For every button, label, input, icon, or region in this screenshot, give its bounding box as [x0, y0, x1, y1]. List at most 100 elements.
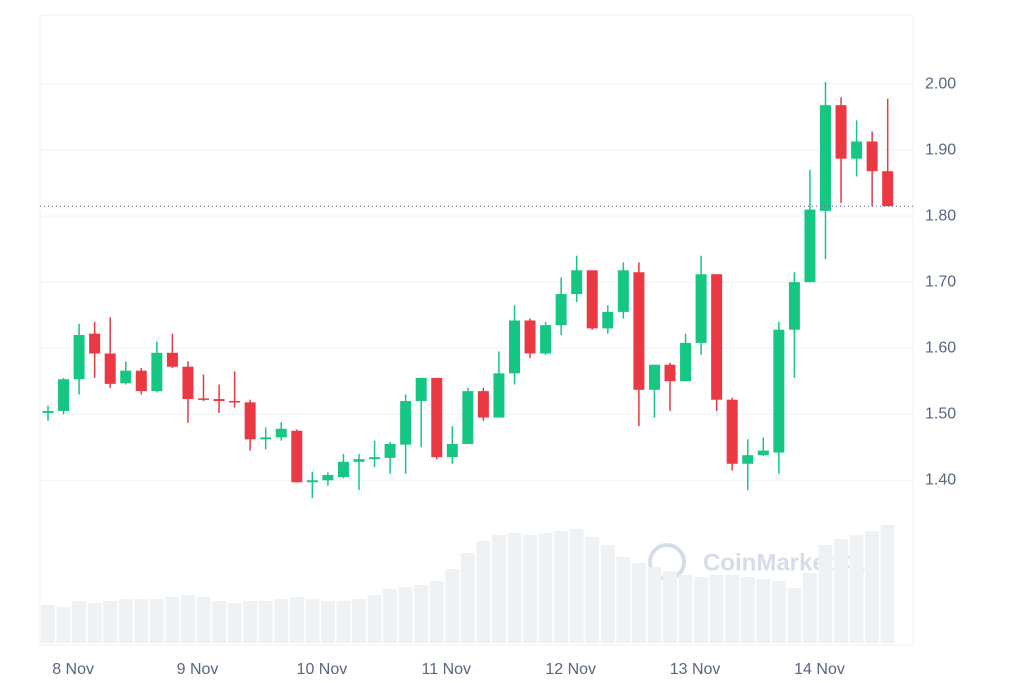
candle-body: [104, 353, 116, 384]
volume-bar: [336, 601, 351, 643]
candle-body: [477, 391, 489, 418]
candle-body: [431, 377, 443, 458]
candle-body: [633, 272, 645, 390]
x-tick-label: 13 Nov: [670, 661, 721, 678]
volume-bar: [476, 541, 491, 643]
volume-bar: [196, 597, 211, 643]
candle-body: [446, 443, 458, 458]
y-tick-label: 2.00: [925, 75, 956, 92]
candle-body: [664, 364, 676, 382]
volume-bar: [212, 601, 227, 643]
volume-bar: [678, 575, 693, 643]
volume-bar: [663, 571, 677, 643]
volume-bar: [258, 601, 273, 643]
volume-bar: [274, 599, 289, 643]
candle-body: [680, 342, 692, 382]
volume-bar: [834, 539, 849, 643]
candle-body: [353, 459, 365, 462]
volume-bar: [756, 579, 771, 643]
candle-body: [509, 320, 520, 374]
candle-body: [166, 352, 178, 367]
candle-body: [58, 379, 70, 411]
volume-bar: [367, 595, 382, 643]
candle-body: [384, 443, 396, 458]
candle-body: [788, 282, 800, 330]
candle-body: [275, 428, 287, 438]
candle-body: [757, 450, 769, 456]
volume-bar: [647, 567, 662, 643]
volume-bar: [103, 601, 118, 643]
volume-bar: [243, 601, 258, 643]
volume-bar: [398, 587, 413, 643]
volume-bar: [616, 557, 631, 643]
volume-bar: [445, 569, 460, 643]
volume-bar: [569, 529, 584, 643]
volume-bar: [585, 537, 600, 643]
candle-body: [462, 391, 474, 444]
candle-body: [135, 370, 147, 392]
volume-bar: [818, 545, 833, 643]
candle-body: [773, 329, 785, 453]
volume-bar: [600, 545, 615, 643]
y-tick-label: 1.70: [925, 273, 956, 290]
candle-body: [617, 270, 629, 312]
candle-body: [306, 480, 318, 483]
y-tick-label: 1.80: [925, 207, 956, 224]
volume-bar: [118, 599, 133, 643]
volume-bar: [740, 577, 755, 643]
candle-body: [400, 401, 412, 445]
volume-bar: [165, 597, 180, 643]
volume-bar: [694, 577, 709, 643]
volume-bar: [507, 533, 522, 643]
candle-body: [120, 370, 132, 384]
candle-body: [648, 364, 660, 390]
candle-body: [369, 457, 381, 460]
candle-body: [540, 325, 552, 354]
volume-bar: [227, 603, 242, 643]
candle-body: [42, 410, 54, 413]
volume-bar: [849, 535, 864, 643]
candle-body: [493, 373, 505, 418]
candle-body: [571, 270, 583, 295]
candle-body: [835, 105, 847, 159]
x-tick-label: 11 Nov: [422, 661, 472, 678]
y-tick-label: 1.60: [925, 339, 956, 356]
volume-bar: [554, 531, 569, 643]
volume-bar: [352, 599, 366, 643]
volume-bar: [631, 563, 646, 643]
candle-body: [586, 270, 598, 329]
candle-body: [322, 475, 334, 481]
volume-bar: [429, 581, 444, 643]
volume-bar: [709, 575, 724, 643]
volume-bar: [880, 525, 895, 643]
candle-body: [244, 402, 256, 440]
volume-bar: [305, 599, 320, 643]
y-tick-label: 1.90: [925, 141, 956, 158]
volume-bar: [320, 601, 335, 643]
candle-body: [260, 437, 272, 440]
candle-body: [726, 399, 738, 464]
volume-bar: [149, 599, 164, 643]
candle-body: [820, 105, 831, 211]
candle-body: [555, 294, 567, 326]
volume-bar: [289, 597, 304, 643]
volume-bar: [725, 575, 740, 643]
candle-body: [882, 171, 894, 207]
volume-bar: [414, 585, 429, 643]
candle-body: [711, 274, 723, 400]
volume-bar: [56, 607, 71, 643]
x-tick-label: 12 Nov: [545, 661, 596, 678]
volume-bar: [460, 553, 475, 643]
volume-bar: [491, 535, 506, 643]
candle-body: [524, 320, 536, 354]
volume-bar: [72, 601, 87, 643]
volume-bar: [787, 588, 802, 643]
y-tick-label: 1.40: [925, 472, 956, 489]
candle-body: [198, 398, 209, 400]
candle-body: [804, 209, 816, 283]
candle-body: [337, 461, 349, 477]
candle-body: [851, 141, 863, 159]
candle-body: [415, 377, 427, 402]
volume-bar: [180, 595, 195, 643]
volume-bar: [87, 603, 102, 643]
